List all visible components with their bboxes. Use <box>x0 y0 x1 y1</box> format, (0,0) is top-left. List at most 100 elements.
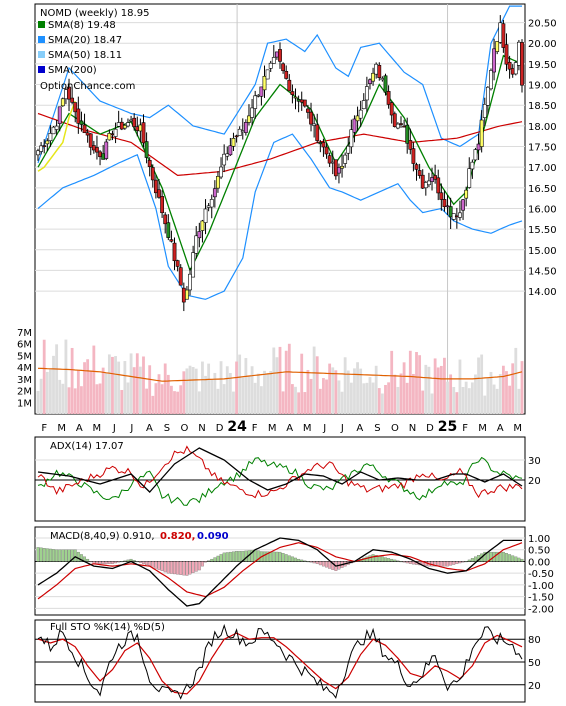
volume-bar <box>396 386 400 414</box>
macd-lines <box>37 537 523 607</box>
candle-body <box>430 177 434 182</box>
x-tick-label: M <box>513 423 522 434</box>
volume-bar <box>353 368 356 414</box>
candle-body <box>349 129 354 148</box>
x-tick-label: A <box>146 423 153 434</box>
candle-body <box>427 180 431 186</box>
volume-tick-label: 5M <box>17 351 32 362</box>
volume-bar <box>207 363 211 414</box>
macd-histogram-bar <box>474 556 477 562</box>
price-tick-label: 16.00 <box>528 204 557 215</box>
macd-title: MACD(8,40,9) 0.910, <box>50 531 155 542</box>
volume-bar <box>52 355 55 414</box>
volume-bar <box>325 379 328 414</box>
legend-sma50: SMA(50) 18.11 <box>48 50 122 61</box>
volume-bar <box>135 353 139 414</box>
candle-body <box>191 252 196 278</box>
volume-bar <box>315 356 319 414</box>
candle-body <box>101 153 106 160</box>
volume-bar <box>263 370 266 414</box>
macd-histogram-bar <box>405 561 409 564</box>
macd-histogram-bar <box>325 561 328 568</box>
x-tick-label: J <box>129 423 133 434</box>
macd-histogram-bar <box>107 561 111 564</box>
candle-body <box>188 273 192 291</box>
x-tick-label: S <box>374 423 380 434</box>
candle-body <box>175 260 180 267</box>
candle-body <box>281 63 286 72</box>
macd-histogram-bar <box>253 549 257 562</box>
sto-d-line <box>37 632 523 695</box>
volume-bar <box>384 384 387 414</box>
macd-tick-label: 1.00 <box>528 534 550 545</box>
candle-body <box>296 99 301 102</box>
candle-body <box>122 125 127 129</box>
volume-bar <box>505 371 508 414</box>
macd-histogram-bar <box>470 558 474 562</box>
x-tick-label: F <box>41 423 47 434</box>
volume-bar <box>55 344 59 414</box>
volume-bar <box>67 387 71 414</box>
candle-body <box>464 189 469 199</box>
macd-histogram-bar <box>194 561 198 572</box>
sto-title: Full STO %K(14) %D(5) <box>50 622 165 633</box>
x-tick-label: F <box>462 423 468 434</box>
candle-body <box>157 189 161 198</box>
macd-histogram-bar <box>393 559 397 562</box>
volume-bar <box>188 365 192 414</box>
volume-bar <box>421 390 425 414</box>
macd-histogram-bar <box>399 561 403 563</box>
x-tick-label: M <box>57 423 66 434</box>
price-tick-label: 19.50 <box>528 60 557 71</box>
volume-bar <box>275 357 279 414</box>
candle-body <box>231 137 236 147</box>
macd-histogram-bar <box>95 561 99 564</box>
volume-bar <box>204 375 207 414</box>
volume-bar <box>83 362 86 414</box>
candle-body <box>150 167 155 181</box>
price-tick-label: 20.00 <box>528 39 557 50</box>
candle-body <box>498 22 503 43</box>
macd-histogram-bar <box>73 549 77 562</box>
macd-histogram-bar <box>216 555 220 562</box>
macd-histogram-bar <box>508 554 512 562</box>
macd-histogram-bar <box>48 548 52 562</box>
sto-tick-label: 80 <box>528 635 541 646</box>
price-tick-label: 15.00 <box>528 246 557 257</box>
candle-body <box>104 141 109 159</box>
macd-histogram-bar <box>467 559 471 562</box>
candle-body <box>160 196 165 214</box>
volume-bar <box>309 378 313 414</box>
candle-body <box>79 120 84 125</box>
macd-histogram-bar <box>185 561 189 576</box>
macd-histogram-bar <box>120 561 124 563</box>
candle-body <box>485 86 490 106</box>
candle-body <box>433 175 438 180</box>
candle-body <box>355 115 360 122</box>
x-tick-label: A <box>76 423 83 434</box>
macd-histogram-bar <box>284 554 288 562</box>
volume-bar <box>107 354 111 414</box>
candle-body <box>361 100 366 110</box>
x-tick-label: M <box>478 423 487 434</box>
candle-body <box>333 159 338 177</box>
macd-histogram-bar <box>160 561 164 571</box>
macd-histogram-bar <box>163 561 167 573</box>
macd-histogram-bar <box>58 549 62 562</box>
volume-bar <box>157 374 161 414</box>
candle-body <box>76 108 81 124</box>
volume-bar <box>222 384 226 414</box>
volume-bar <box>377 388 381 414</box>
volume-bar <box>49 369 52 414</box>
volume-bar <box>123 361 127 414</box>
candle-body <box>454 215 459 218</box>
macd-histogram-bar <box>61 549 65 562</box>
volume-bar <box>511 363 515 414</box>
candle-body <box>194 235 199 254</box>
candle-body <box>126 122 130 127</box>
macd-histogram-bar <box>278 551 282 562</box>
volume-bar <box>98 383 102 414</box>
volume-bar <box>126 382 130 414</box>
candle-body <box>309 111 313 125</box>
